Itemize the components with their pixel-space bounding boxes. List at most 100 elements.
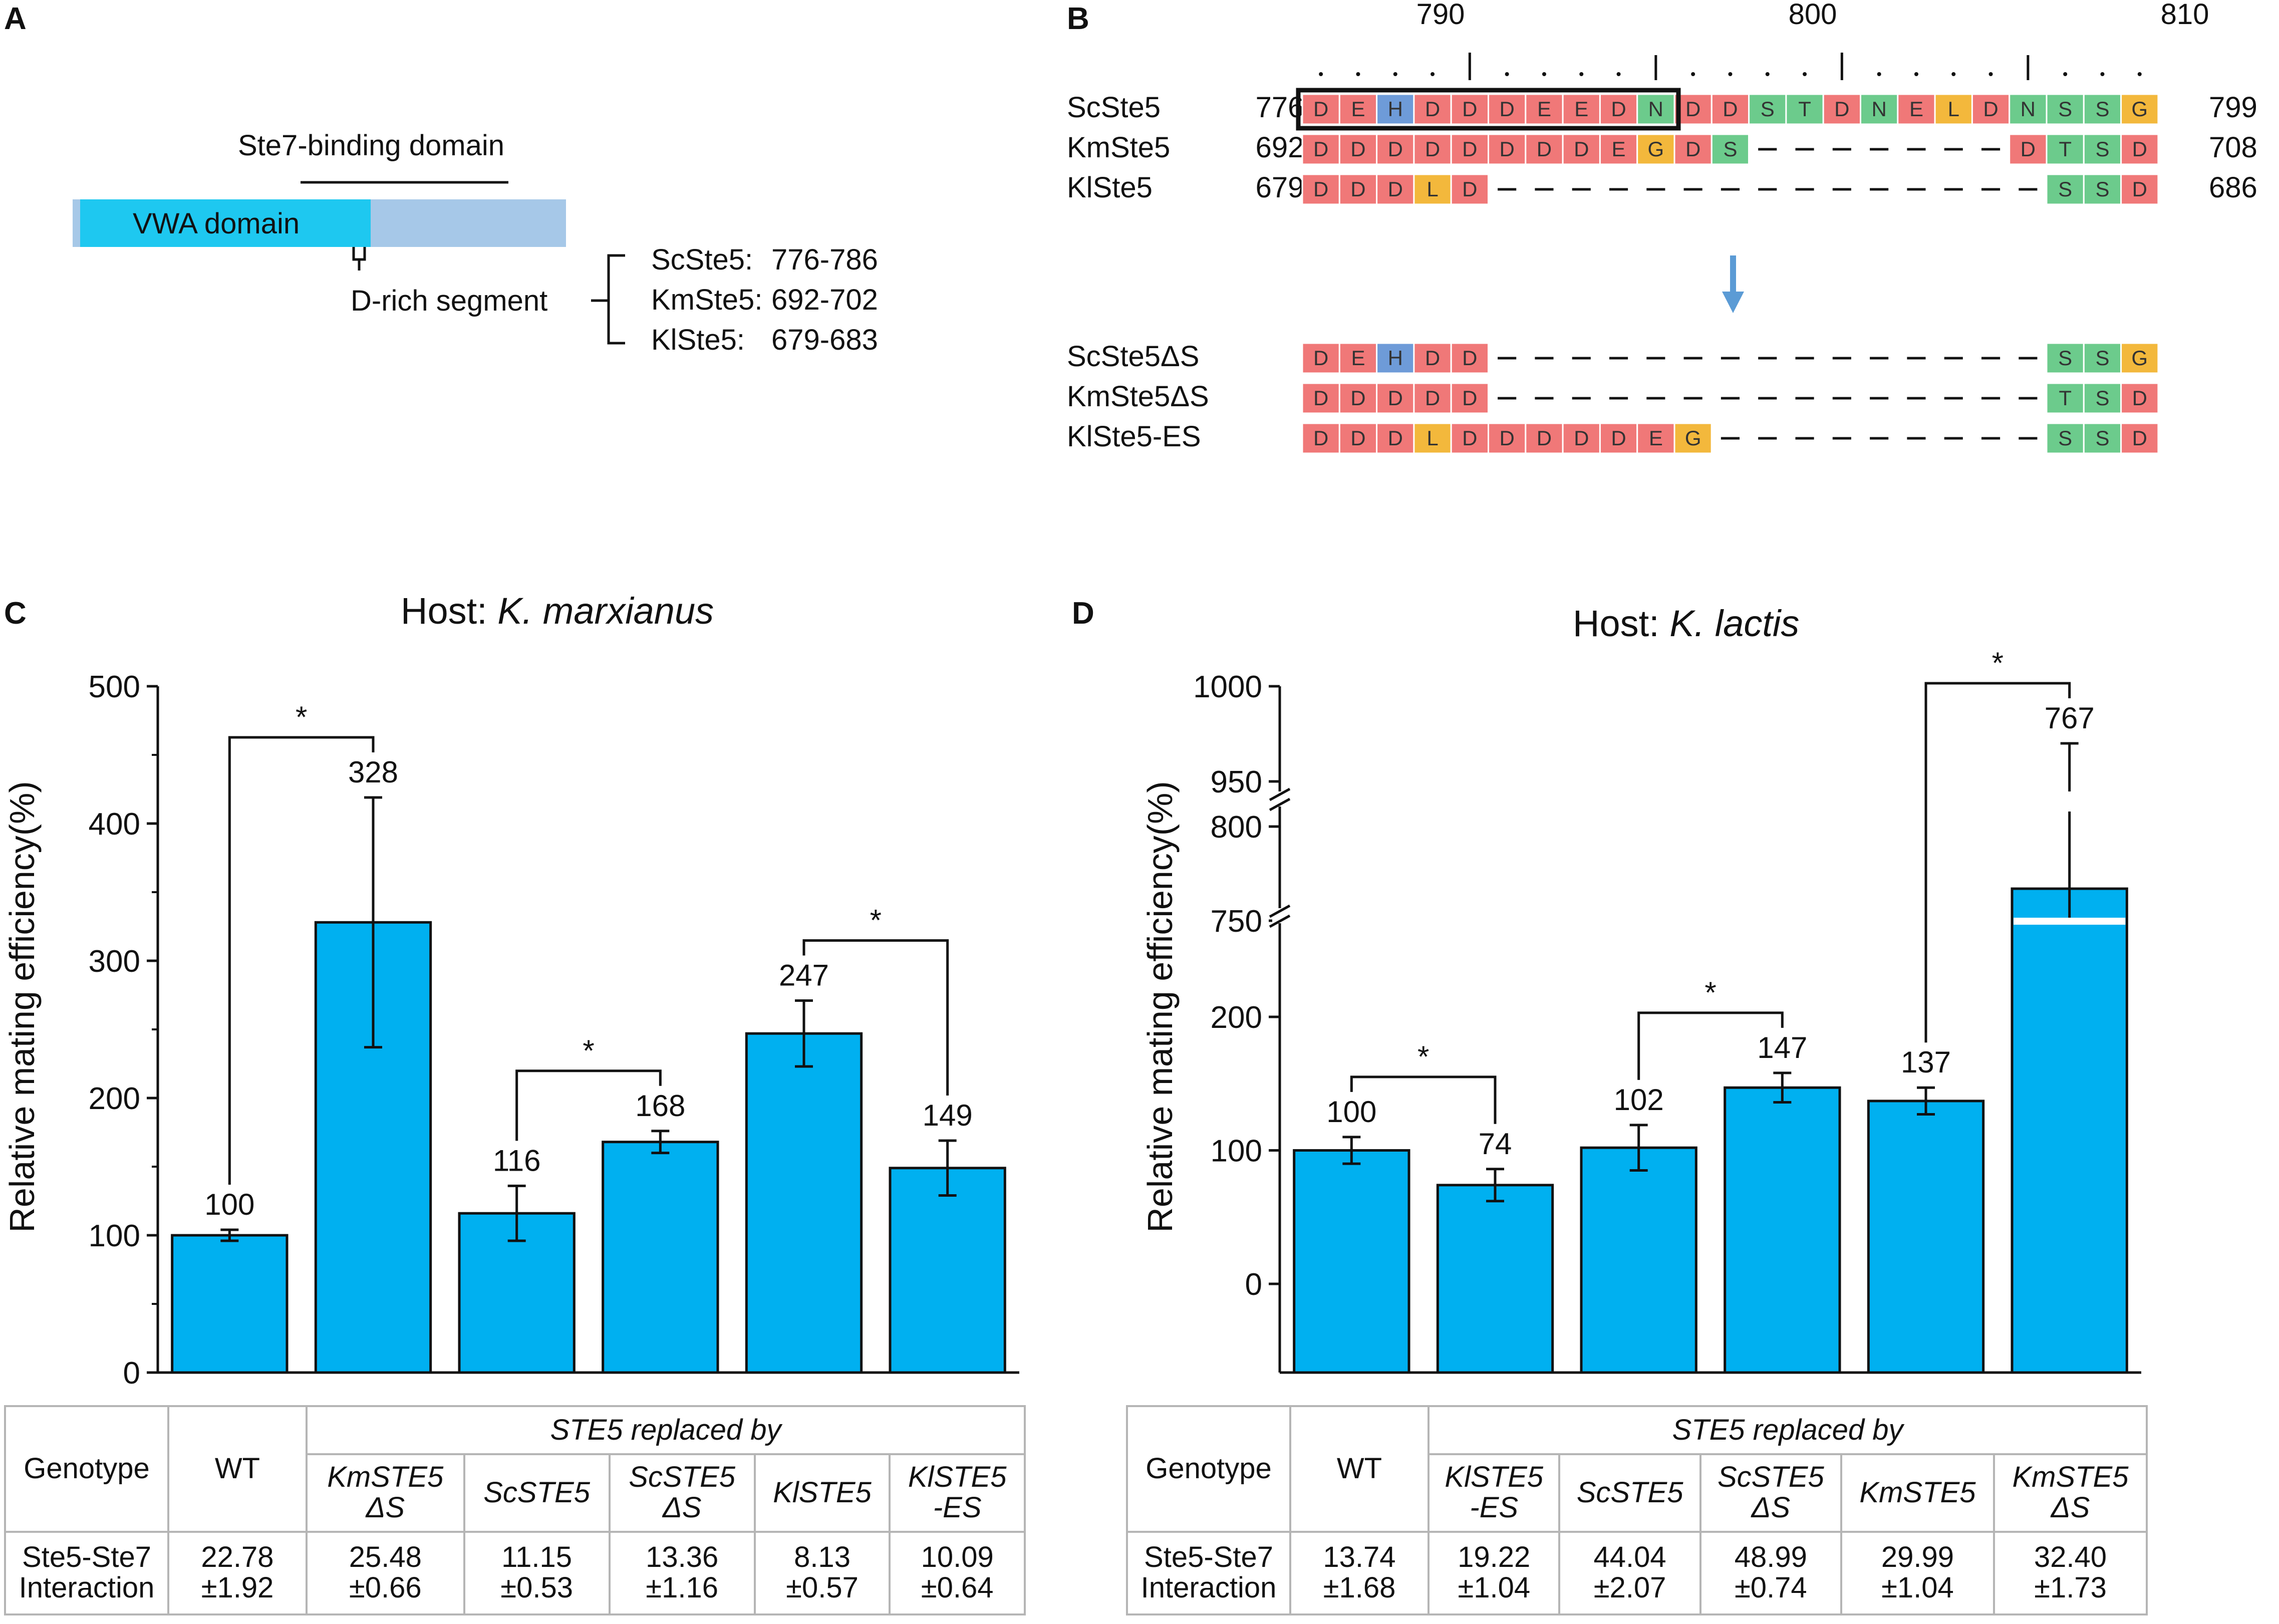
residue-cell: [1934, 93, 1973, 125]
residue-letter: D: [1425, 97, 1440, 121]
residue-cell: [1562, 133, 1601, 165]
table-cell: 11.15 ±0.53: [463, 1530, 611, 1616]
axis-break-mark: [1269, 904, 1291, 918]
axis-break-mark: [1269, 797, 1291, 811]
residue-cell: [2083, 422, 2122, 454]
value-label: 100: [1326, 1095, 1376, 1129]
residue-letter: D: [1574, 426, 1589, 450]
residue-cell: [1711, 133, 1750, 165]
panel-label-a: A: [4, 2, 27, 36]
residue-letter: E: [1649, 426, 1663, 450]
gene-header: ScSTE5 ΔS: [608, 1453, 756, 1533]
residue-letter: D: [1834, 97, 1849, 121]
residue-letter: S: [2058, 177, 2072, 201]
residue-letter: D: [1313, 137, 1328, 161]
y-tick-label: 400: [89, 807, 140, 842]
residue-cell: [1488, 133, 1527, 165]
gene-header: ScSTE5 ΔS: [1699, 1453, 1842, 1533]
table-cell: 48.99 ±0.74: [1699, 1530, 1842, 1616]
table-d: Genotype WT STE5 replaced by KlSTE5 -ES S…: [1126, 1405, 2148, 1616]
bar-break-stripe: [2014, 918, 2126, 925]
d-rich-label: D-rich segment: [351, 285, 547, 317]
residue-letter: E: [1351, 97, 1365, 121]
residue-cell: [2046, 382, 2085, 414]
gene-header: ScSTE5: [1558, 1453, 1701, 1533]
ruler-label: 790: [1416, 0, 1465, 31]
residue-cell: [2120, 133, 2159, 165]
significance-bracket: [1924, 682, 2071, 1043]
ruler-dot: [1505, 72, 1509, 76]
gene-header: KmSTE5 ΔS: [1992, 1453, 2148, 1533]
ruler-dot: [1691, 72, 1695, 76]
chart-c: 0 100 200 300 400 500 100 328 116 168 247 149 * * *: [89, 670, 1019, 1391]
gene-header: KlSTE5 -ES: [1427, 1453, 1561, 1533]
residue-letter: D: [1425, 137, 1440, 161]
sequence-name: KlSte5: [1067, 171, 1153, 204]
gene-header: ScSTE5: [463, 1453, 611, 1533]
residue-letter: S: [2058, 97, 2072, 121]
y-tick-label: 0: [1245, 1267, 1262, 1302]
table-cell: 29.99 ±1.04: [1840, 1530, 1995, 1616]
table-cell: 13.36 ±1.16: [608, 1530, 756, 1616]
bar: [1436, 1184, 1554, 1374]
ruler-dot: [1616, 72, 1621, 76]
significance-star: *: [583, 1034, 594, 1067]
y-tick-label: 200: [89, 1081, 140, 1116]
bar: [602, 1141, 719, 1374]
significance-star: *: [1704, 976, 1716, 1009]
residue-letter: G: [1648, 137, 1664, 161]
residue-letter: D: [1537, 137, 1552, 161]
residue-cell: [1413, 173, 1452, 205]
residue-letter: D: [2132, 426, 2147, 450]
significance-bracket: [1637, 1011, 1784, 1080]
y-tick-label: 0: [123, 1356, 140, 1391]
residue-letter: D: [1499, 426, 1514, 450]
row-label: Ste5-Ste7 Interaction: [4, 1530, 169, 1616]
residue-cell: [1338, 422, 1378, 454]
residue-letter: D: [2021, 137, 2036, 161]
residue-letter: S: [2058, 426, 2072, 450]
genotype-header: Genotype: [1126, 1405, 1291, 1533]
ruler-dot: [1542, 72, 1546, 76]
table-cell: 25.48 ±0.66: [306, 1530, 465, 1616]
value-label: 147: [1757, 1031, 1807, 1064]
genotype-header: Genotype: [4, 1405, 169, 1533]
residue-letter: D: [1388, 177, 1403, 201]
gene-header: KmSTE5 ΔS: [306, 1453, 465, 1533]
residue-cell: [2120, 422, 2159, 454]
segment-highlight-box: [1296, 88, 1681, 131]
residue-cell: [1413, 382, 1452, 414]
residue-letter: D: [1350, 137, 1365, 161]
table-cell: 22.78 ±1.92: [167, 1530, 308, 1616]
chart-d-ylabel: Relative mating efficiency(%): [1141, 781, 1180, 1232]
range-name: ScSte5:: [651, 243, 753, 276]
residue-letter: D: [1350, 426, 1365, 450]
sequence-name: KmSte5: [1067, 131, 1170, 164]
range-value: 692-702: [771, 284, 878, 316]
residue-cell: [2009, 133, 2048, 165]
bar: [745, 1032, 863, 1374]
y-tick-label: 100: [1211, 1134, 1262, 1169]
residue-cell: [1488, 93, 1527, 125]
ruler-dot: [1877, 72, 1881, 76]
y-tick-label: 200: [1211, 1000, 1262, 1035]
residue-cell: [1450, 342, 1489, 374]
panel-label-c: C: [4, 596, 27, 631]
replaced-header: STE5 replaced by: [1428, 1405, 2148, 1455]
residue-letter: D: [1313, 346, 1328, 370]
residue-letter: S: [2095, 97, 2109, 121]
residue-letter: D: [1499, 97, 1514, 121]
row-label: Ste5-Ste7 Interaction: [1126, 1530, 1291, 1616]
replaced-header: STE5 replaced by: [306, 1405, 1026, 1455]
ruler-dot: [2100, 72, 2105, 76]
residue-letter: S: [1761, 97, 1775, 121]
residue-cell: [2083, 133, 2122, 165]
range-name: KmSte5:: [651, 284, 762, 316]
gene-header: KmSTE5: [1840, 1453, 1995, 1533]
wt-header: WT: [167, 1405, 308, 1533]
residue-letter: H: [1388, 346, 1403, 370]
residue-letter: G: [2131, 97, 2148, 121]
ruler-dot: [1765, 72, 1770, 76]
